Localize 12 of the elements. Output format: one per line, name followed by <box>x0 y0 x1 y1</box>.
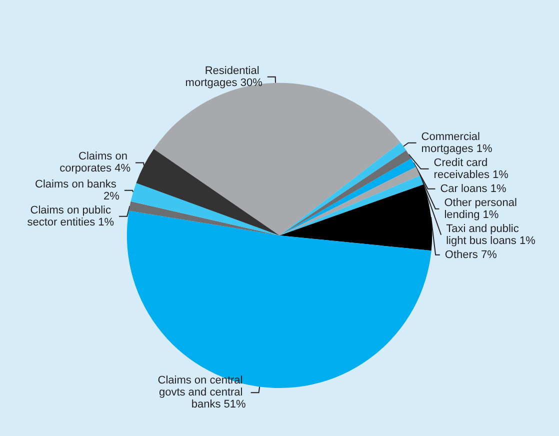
slice-label: Claims on banks <box>35 178 120 190</box>
slice-label: Claims on central govts and central banks 51% <box>158 374 246 411</box>
data-label: 2% <box>104 190 120 202</box>
slice-label: Claims on public sector entities 1% <box>27 204 114 228</box>
slice-label: Claims on corporates 4% <box>60 150 131 175</box>
slice-label: Other personal lending 1% <box>444 196 520 221</box>
slice-label: Taxi and public light bus loans 1% <box>446 222 536 247</box>
slice-label: Others 7% <box>444 248 498 261</box>
slice-label: Credit card receivables 1% <box>434 156 509 181</box>
slice-label: Commercial mortgages 1% <box>421 130 492 155</box>
slice-label: Residential mortgages 30% <box>185 64 263 89</box>
slice-label: Car loans 1% <box>440 182 506 195</box>
